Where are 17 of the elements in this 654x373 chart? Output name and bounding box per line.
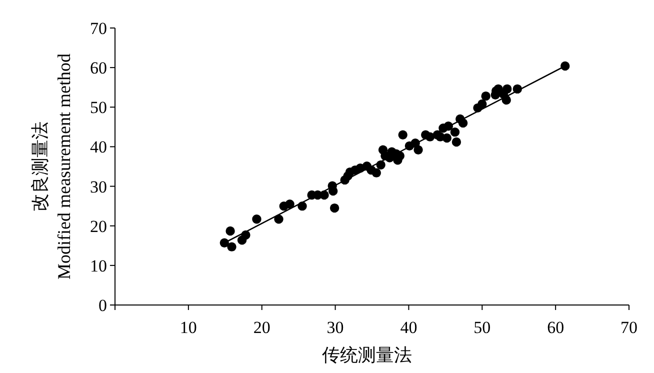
y-tick-label: 10 — [90, 256, 107, 276]
y-axis-title: 改良测量法 Modified measurement method — [30, 54, 74, 280]
x-tick-label: 50 — [474, 318, 491, 337]
y-tick-label: 40 — [90, 138, 107, 157]
y-tick-label: 0 — [98, 296, 107, 315]
x-tick-label: 40 — [400, 318, 418, 337]
x-tick-label: 70 — [620, 318, 638, 337]
x-axis-title: 传统测量法 — [322, 345, 412, 365]
x-tick-label: 60 — [547, 318, 564, 337]
y-tick-label: 30 — [90, 177, 107, 196]
y-tick-label: 20 — [90, 216, 107, 236]
x-tick-label: 10 — [180, 318, 197, 337]
x-tick-label: 20 — [253, 318, 270, 337]
y-tick-label: 60 — [90, 58, 107, 78]
y-tick-label: 50 — [90, 98, 107, 118]
y-tick-label: 70 — [90, 19, 107, 38]
x-tick-label: 30 — [326, 318, 344, 337]
